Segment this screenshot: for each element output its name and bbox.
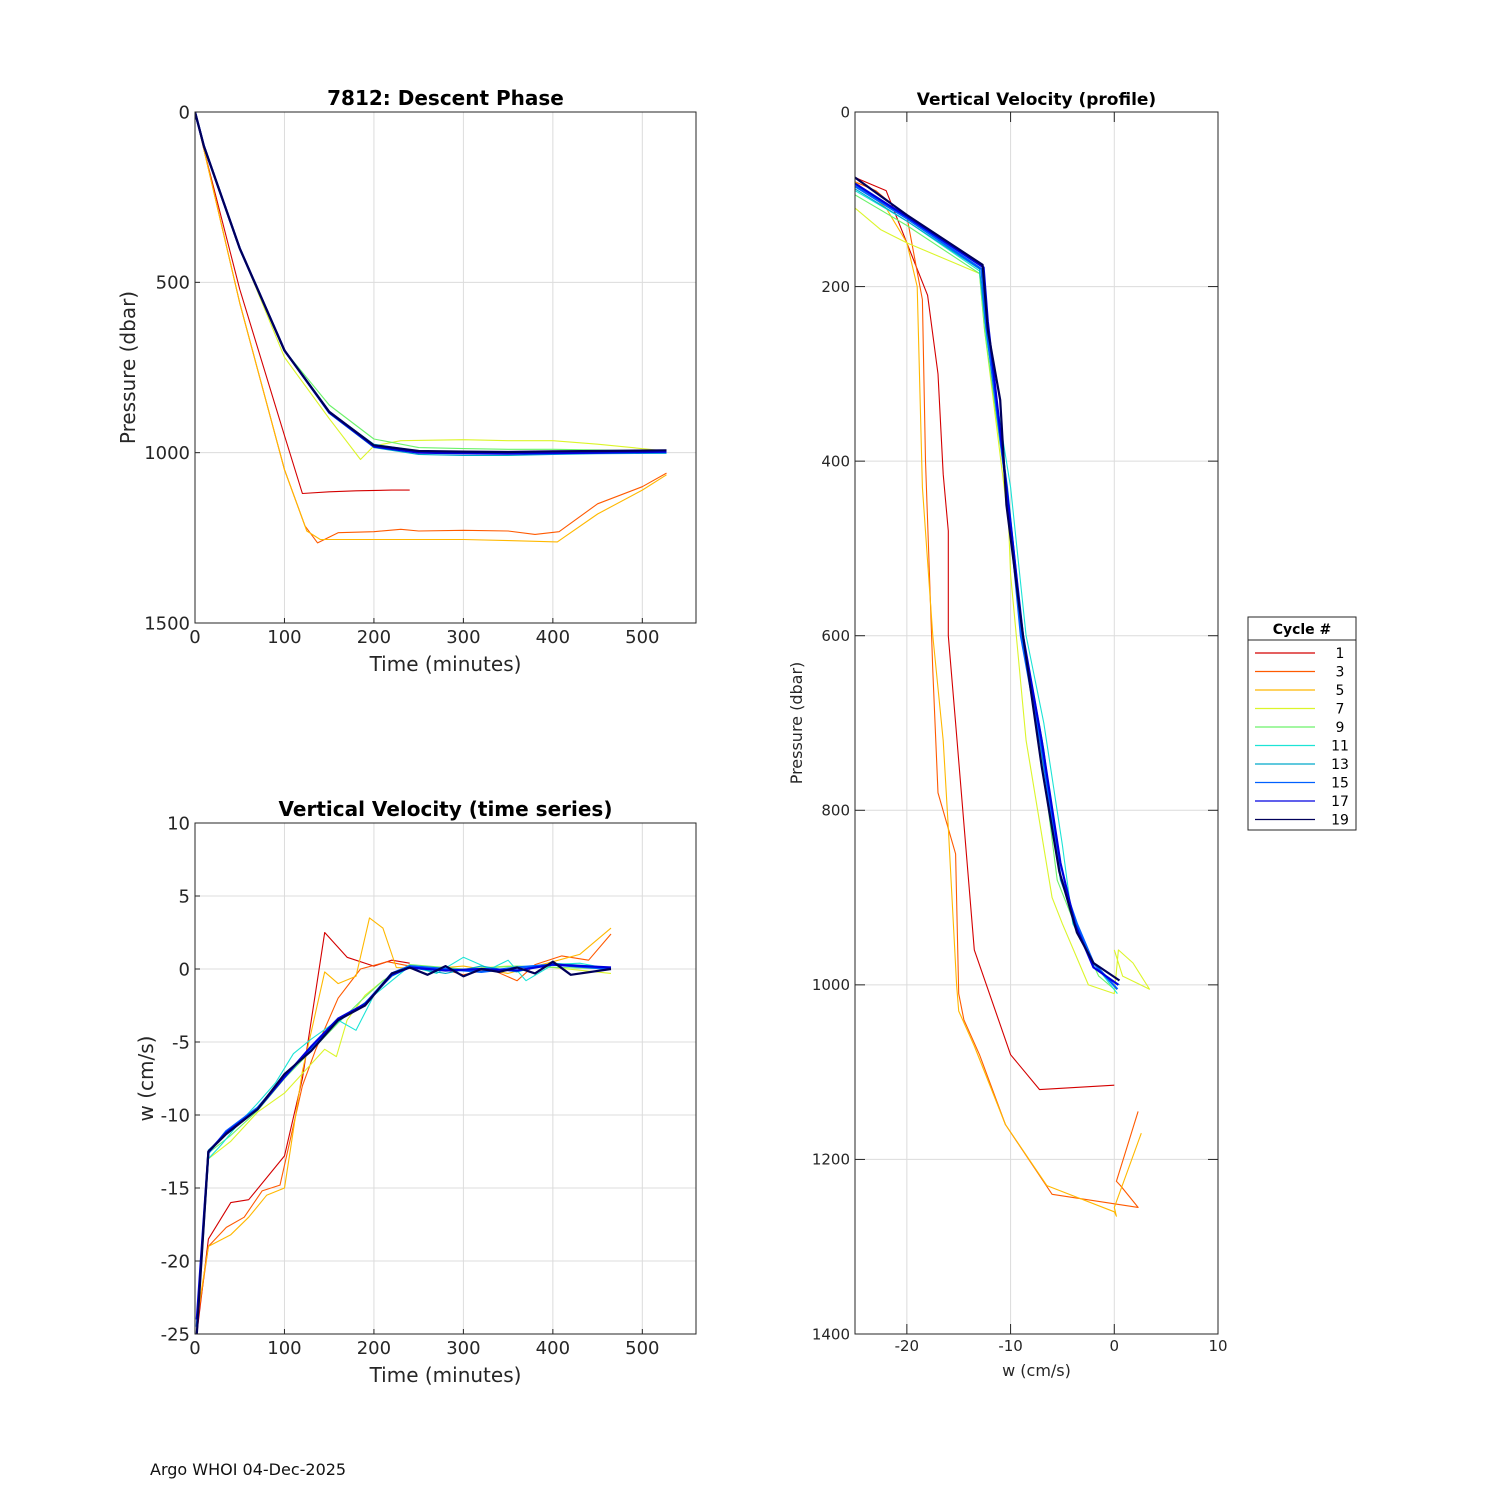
series-group <box>195 917 612 1334</box>
legend-title: Cycle # <box>1273 622 1332 638</box>
x-tick-label: 500 <box>625 1338 659 1359</box>
x-tick-label: 0 <box>1110 1337 1120 1355</box>
series-group <box>855 176 1151 1217</box>
axes-box <box>194 111 697 624</box>
x-tick-label: 400 <box>536 1338 570 1359</box>
series-line-cycle-15 <box>855 185 1119 990</box>
legend-label: 1 <box>1336 646 1345 662</box>
series-line-cycle-11 <box>196 956 612 1320</box>
x-tick-label: 0 <box>189 1338 200 1359</box>
series-line-cycle-19 <box>195 112 667 454</box>
x-tick-label: -10 <box>998 1337 1023 1355</box>
chart-velocity_ts: 0 100 200 300 400 500 -25 -20 -15 -10 -5 0 5 10 Vertic… <box>134 797 697 1387</box>
legend-label: 5 <box>1336 683 1345 699</box>
y-tick-label: 200 <box>821 278 850 296</box>
y-tick-label: 0 <box>179 959 190 980</box>
x-tick-label: 300 <box>446 627 480 648</box>
series-line-cycle-5 <box>855 181 1142 1217</box>
series-line-cycle-3 <box>855 181 1139 1208</box>
series-line-cycle-15 <box>195 963 612 1327</box>
x-tick-label: 100 <box>267 1338 301 1359</box>
chart-velocity_profile: -20 -10 0 100200400600800100012001400Vertic… <box>787 90 1228 1380</box>
y-tick-label: 600 <box>821 627 850 645</box>
series-line-cycle-5 <box>196 917 612 1320</box>
series-line-cycle-19 <box>195 960 612 1334</box>
y-tick-label: -25 <box>161 1324 190 1345</box>
y-axis-label: w (cm/s) <box>134 1036 158 1122</box>
series-line-cycle-1 <box>855 176 1115 1091</box>
legend-label: 19 <box>1331 813 1349 829</box>
series-line-cycle-7 <box>195 112 667 461</box>
y-tick-label: 1000 <box>144 443 190 464</box>
x-tick-label: 200 <box>357 627 391 648</box>
y-tick-label: 1000 <box>812 976 850 994</box>
y-tick-label: 1500 <box>144 613 190 634</box>
y-tick-label: 5 <box>179 886 190 907</box>
series-line-cycle-7 <box>855 207 1151 995</box>
x-tick-label: 10 <box>1208 1337 1227 1355</box>
axes-box <box>194 822 697 1335</box>
legend-label: 13 <box>1331 757 1349 773</box>
legend-label: 15 <box>1331 776 1349 792</box>
x-tick-label: 400 <box>536 627 570 648</box>
y-tick-label: -10 <box>161 1105 190 1126</box>
x-tick-label: 200 <box>357 1338 391 1359</box>
x-tick-label: -20 <box>895 1337 920 1355</box>
x-axis-label: w (cm/s) <box>1002 1361 1071 1380</box>
series-line-cycle-13 <box>196 962 612 1320</box>
footer-label: Argo WHOI 04-Dec-2025 <box>150 1460 347 1479</box>
series-line-cycle-3 <box>195 112 667 544</box>
y-tick-label: 1200 <box>812 1151 850 1169</box>
x-tick-label: 500 <box>625 627 659 648</box>
series-line-cycle-1 <box>195 112 410 495</box>
y-tick-label: 0 <box>840 103 850 121</box>
y-tick-label: 10 <box>167 813 190 834</box>
y-tick-label: -5 <box>172 1032 190 1053</box>
series-line-cycle-13 <box>195 112 667 456</box>
x-tick-label: 300 <box>446 1338 480 1359</box>
legend-label: 3 <box>1336 665 1345 681</box>
x-tick-label: 0 <box>189 627 200 648</box>
series-line-cycle-3 <box>196 933 612 1327</box>
series-group <box>195 112 667 544</box>
y-tick-label: 800 <box>821 802 850 820</box>
series-line-cycle-5 <box>195 112 667 543</box>
chart-title: Vertical Velocity (profile) <box>917 90 1156 110</box>
x-axis-label: Time (minutes) <box>369 652 522 676</box>
chart-title: Vertical Velocity (time series) <box>279 797 613 821</box>
x-axis-label: Time (minutes) <box>369 1363 522 1387</box>
y-tick-label: 1400 <box>812 1325 850 1343</box>
y-tick-label: 500 <box>156 273 190 294</box>
y-tick-label: 0 <box>179 102 190 123</box>
series-line-cycle-17 <box>195 112 667 455</box>
y-axis-label: Pressure (dbar) <box>116 291 140 444</box>
chart-descent: 0 100 200 300 400 500 0 500 1000 1500 7812: Descen… <box>116 86 697 676</box>
axes-box <box>854 111 1219 1335</box>
legend-label: 11 <box>1331 739 1349 755</box>
y-tick-label: 400 <box>821 452 850 470</box>
series-line-cycle-9 <box>196 964 612 1320</box>
series-line-cycle-19 <box>855 176 1121 982</box>
y-tick-label: -15 <box>161 1178 190 1199</box>
legend-label: 17 <box>1331 794 1349 810</box>
chart-title: 7812: Descent Phase <box>327 86 564 110</box>
legend-label: 9 <box>1336 720 1345 736</box>
y-tick-label: -20 <box>161 1251 190 1272</box>
series-line-cycle-7 <box>196 965 612 1320</box>
series-line-cycle-17 <box>195 963 612 1320</box>
legend-label: 7 <box>1336 702 1345 718</box>
y-axis-label: Pressure (dbar) <box>787 662 806 785</box>
x-tick-label: 100 <box>267 627 301 648</box>
